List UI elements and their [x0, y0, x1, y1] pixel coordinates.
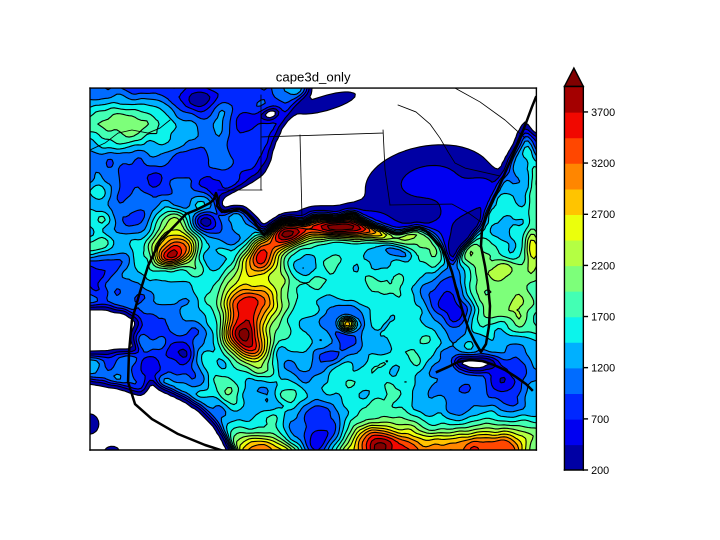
svg-text:cape3d_only: cape3d_only: [276, 69, 351, 84]
svg-text:700: 700: [591, 414, 609, 426]
svg-text:1200: 1200: [591, 363, 615, 375]
svg-text:2700: 2700: [591, 209, 615, 221]
svg-text:3200: 3200: [591, 158, 615, 170]
svg-text:1700: 1700: [591, 311, 615, 323]
svg-text:3700: 3700: [591, 107, 615, 119]
svg-text:200: 200: [591, 465, 609, 477]
svg-text:2200: 2200: [591, 260, 615, 272]
